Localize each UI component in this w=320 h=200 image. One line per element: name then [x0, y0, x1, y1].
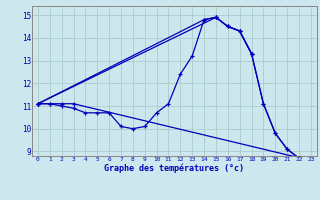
X-axis label: Graphe des températures (°c): Graphe des températures (°c) [104, 163, 244, 173]
